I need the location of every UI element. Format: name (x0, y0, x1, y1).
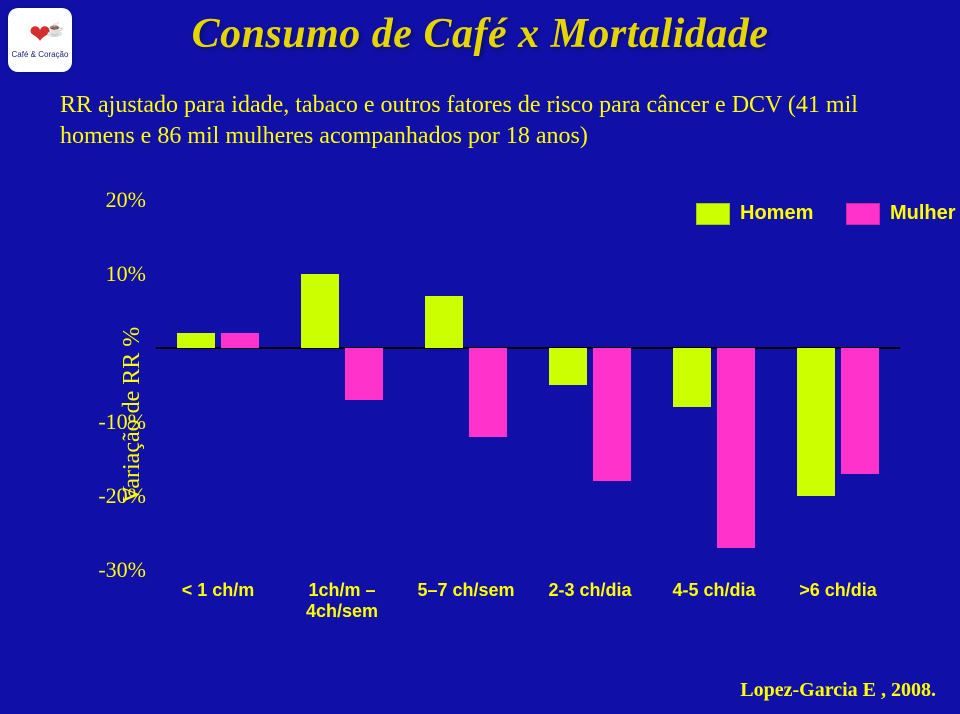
baseline (156, 347, 900, 349)
bar (593, 348, 631, 481)
x-category-label: >6 ch/dia (799, 580, 877, 601)
bar (221, 333, 259, 348)
x-category-label: < 1 ch/m (182, 580, 255, 601)
plot-area: Homem Mulher (156, 200, 900, 570)
bar (301, 274, 339, 348)
slide-subtitle: RR ajustado para idade, tabaco e outros … (60, 90, 900, 152)
y-tick: 20% (86, 187, 146, 213)
bar (797, 348, 835, 496)
legend-mulher: Mulher (846, 202, 956, 225)
bar (345, 348, 383, 400)
slide-title: Consumo de Café x Mortalidade (0, 10, 960, 58)
x-axis-categories: < 1 ch/m 1ch/m – 4ch/sem 5–7 ch/sem 2-3 ch/… (156, 580, 900, 630)
x-category-label: 4-5 ch/dia (672, 580, 755, 601)
bar (469, 348, 507, 437)
y-tick: 10% (86, 261, 146, 287)
x-category-label: 1ch/m – 4ch/sem (306, 580, 378, 621)
bar (177, 333, 215, 348)
y-tick: -30% (86, 557, 146, 583)
y-tick: -20% (86, 483, 146, 509)
y-tick: -10% (86, 409, 146, 435)
legend-label-mulher: Mulher (890, 202, 956, 225)
legend-homem: Homem (696, 202, 813, 225)
x-category-label: 5–7 ch/sem (417, 580, 514, 601)
chart: Variação de RR % 20%10%-10%-20%-30% Home… (70, 200, 900, 630)
citation: Lopez-Garcia E , 2008. (740, 679, 936, 702)
bar (425, 296, 463, 348)
bar (841, 348, 879, 474)
legend-swatch-homem (696, 203, 730, 225)
slide-root: ❤ ☕ Café & Coração Consumo de Café x Mor… (0, 0, 960, 714)
legend-label-homem: Homem (740, 202, 813, 225)
bar (549, 348, 587, 385)
bar (673, 348, 711, 407)
bar (717, 348, 755, 548)
x-category-label: 2-3 ch/dia (548, 580, 631, 601)
legend-swatch-mulher (846, 203, 880, 225)
